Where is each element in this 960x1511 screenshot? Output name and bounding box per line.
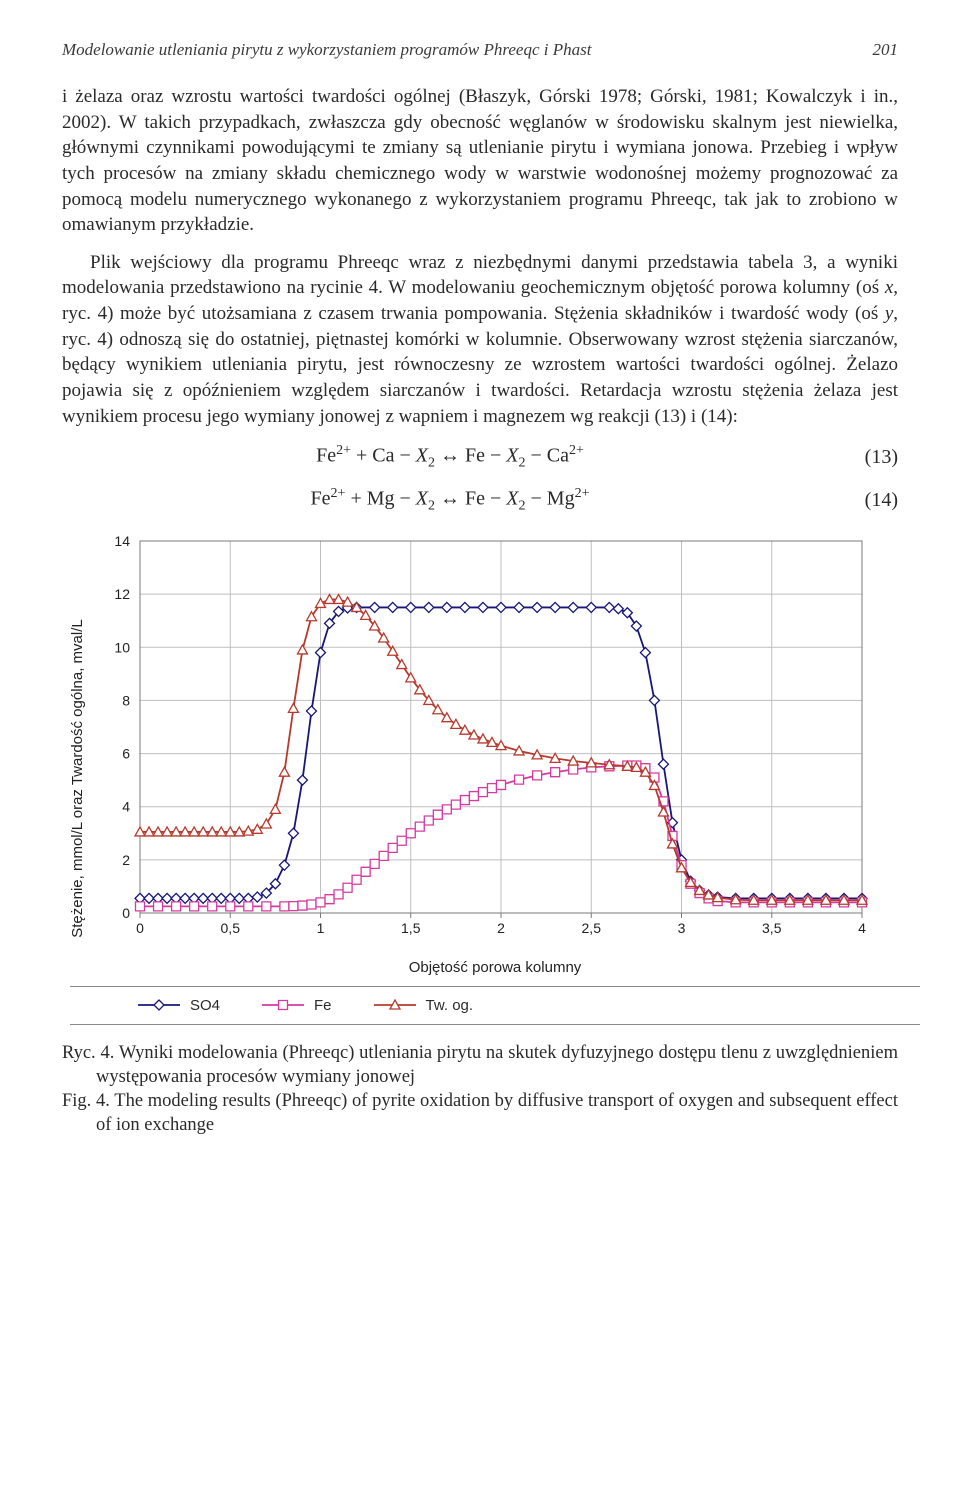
figure-caption: Ryc. 4. Wyniki modelowania (Phreeqc) utl… <box>62 1041 898 1137</box>
equation-13-number: (13) <box>838 446 898 469</box>
legend-label: Fe <box>314 997 332 1014</box>
svg-text:8: 8 <box>122 692 130 708</box>
svg-text:2: 2 <box>122 851 130 867</box>
chart-xlabel: Objętość porowa kolumny <box>92 959 898 976</box>
svg-text:4: 4 <box>858 920 866 936</box>
running-title: Modelowanie utleniania pirytu z wykorzys… <box>62 40 591 60</box>
svg-text:3: 3 <box>678 920 686 936</box>
legend-label: Tw. og. <box>426 997 474 1014</box>
svg-text:4: 4 <box>122 798 130 814</box>
svg-text:0: 0 <box>136 920 144 936</box>
svg-text:1,5: 1,5 <box>401 920 421 936</box>
equation-14-number: (14) <box>838 489 898 512</box>
legend-label: SO4 <box>190 997 220 1014</box>
svg-text:0: 0 <box>122 905 130 921</box>
legend-item: SO4 <box>138 997 220 1014</box>
equation-13-body: Fe2+ + Ca − X2 ↔ Fe − X2 − Ca2+ <box>62 443 838 472</box>
svg-text:6: 6 <box>122 745 130 761</box>
paragraph-2: Plik wejściowy dla programu Phreeqc wraz… <box>62 250 898 429</box>
svg-text:10: 10 <box>114 639 130 655</box>
chart-ylabel: Stężenie, mmol/L oraz Twardość ogólna, m… <box>62 533 92 1025</box>
legend-item: Fe <box>262 997 332 1014</box>
chart-figure: Stężenie, mmol/L oraz Twardość ogólna, m… <box>62 533 898 1025</box>
chart-legend: SO4 Fe Tw. og. <box>70 986 920 1025</box>
equation-14-body: Fe2+ + Mg − X2 ↔ Fe − X2 − Mg2+ <box>62 486 838 515</box>
svg-text:2,5: 2,5 <box>582 920 602 936</box>
caption-ryc: Ryc. 4. Wyniki modelowania (Phreeqc) utl… <box>62 1041 898 1089</box>
running-head: Modelowanie utleniania pirytu z wykorzys… <box>62 40 898 60</box>
equation-14: Fe2+ + Mg − X2 ↔ Fe − X2 − Mg2+ (14) <box>62 486 898 515</box>
svg-text:2: 2 <box>497 920 505 936</box>
equation-13: Fe2+ + Ca − X2 ↔ Fe − X2 − Ca2+ (13) <box>62 443 898 472</box>
page-number: 201 <box>873 40 899 60</box>
chart-plot: 0 2 4 6 8 10 12 14 0 0,5 1 1,5 2 2,5 3 3,5 4 <box>92 533 872 953</box>
svg-text:1: 1 <box>317 920 325 936</box>
paragraph-1: i żelaza oraz wzrostu wartości twardości… <box>62 84 898 238</box>
svg-text:12: 12 <box>114 586 130 602</box>
caption-fig: Fig. 4. The modeling results (Phreeqc) o… <box>62 1089 898 1137</box>
svg-text:14: 14 <box>114 533 130 549</box>
svg-text:0,5: 0,5 <box>221 920 241 936</box>
legend-item: Tw. og. <box>374 997 474 1014</box>
svg-text:3,5: 3,5 <box>762 920 782 936</box>
